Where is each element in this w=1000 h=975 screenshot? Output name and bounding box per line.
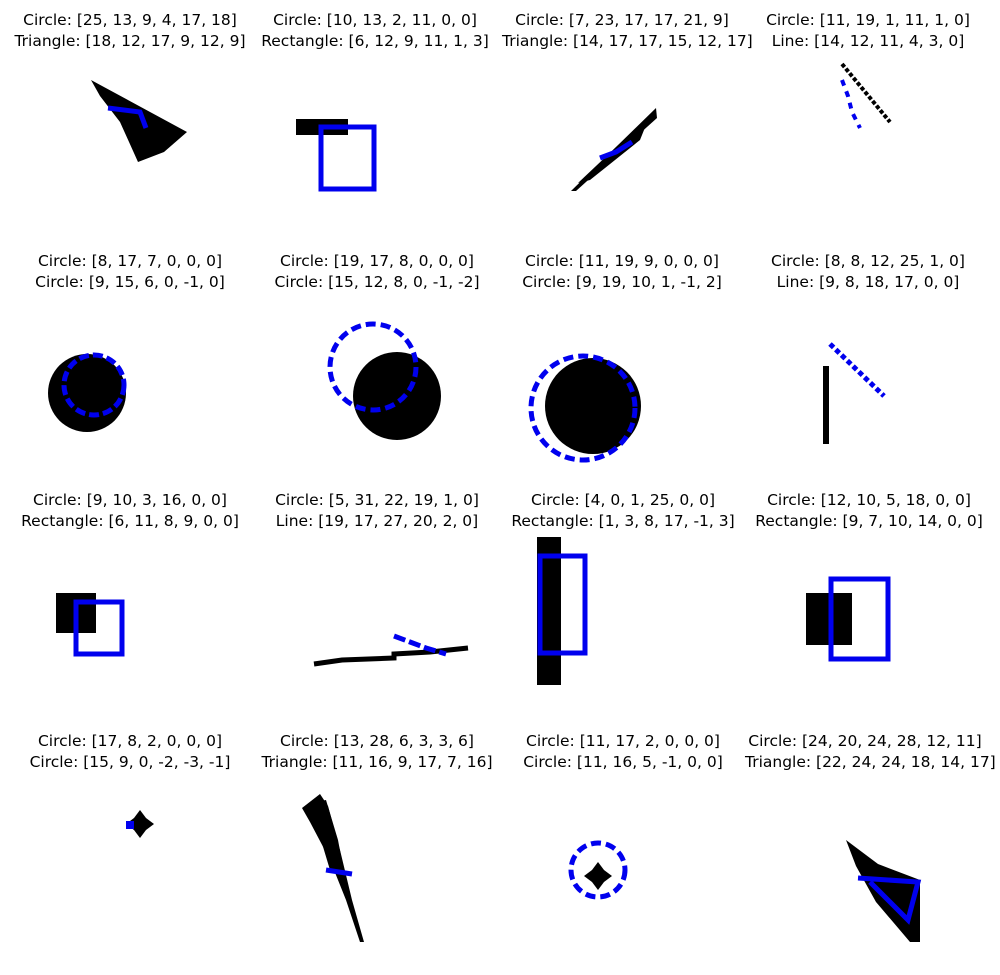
blue-shape — [830, 344, 884, 396]
black-shape — [584, 862, 612, 890]
blue-shape — [326, 870, 352, 874]
panel-8-shapes — [826, 344, 884, 444]
panel-3-shapes — [571, 108, 657, 191]
black-shape — [578, 115, 650, 183]
black-shape — [48, 354, 126, 432]
panel-7-shapes — [531, 356, 641, 460]
blue-shape — [321, 127, 374, 189]
panel-15-shapes — [571, 843, 625, 897]
panel-11-shapes — [537, 537, 585, 685]
blue-shape — [126, 821, 134, 829]
panel-13-shapes — [126, 810, 154, 838]
blue-shape — [842, 80, 860, 128]
panel-12-shapes — [806, 579, 888, 659]
panel-2-shapes — [296, 119, 374, 189]
panel-16-shapes — [846, 840, 920, 942]
black-shape — [842, 64, 890, 122]
panel-14-shapes — [302, 794, 364, 942]
black-shape — [91, 80, 187, 162]
panel-5-shapes — [48, 354, 126, 432]
panel-10-shapes — [314, 636, 468, 664]
panel-9-shapes — [56, 593, 122, 654]
panel-1-shapes — [91, 80, 187, 162]
panel-6-shapes — [330, 324, 441, 440]
black-shape — [846, 840, 920, 942]
panel-4-shapes — [842, 64, 890, 128]
black-shape — [353, 352, 441, 440]
black-shape — [316, 800, 344, 872]
